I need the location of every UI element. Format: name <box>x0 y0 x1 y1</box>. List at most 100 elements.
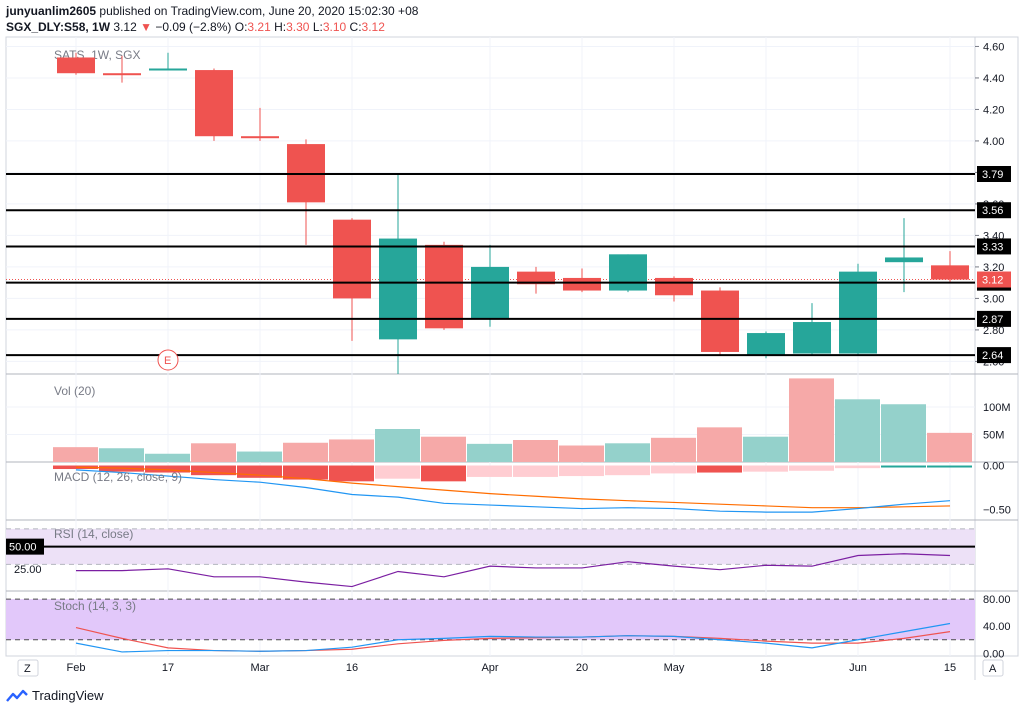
auto-scale-button[interactable] <box>982 659 1004 677</box>
macd-histogram-bar <box>789 465 834 471</box>
level-price-label-bg <box>977 238 1011 255</box>
price-axis-tick-label: 3.20 <box>983 262 1004 274</box>
level-price-label: 2.64 <box>982 350 1003 362</box>
macd-pane-title: MACD (12, 26, close, 9) <box>54 470 182 484</box>
low-label: L: <box>312 20 323 34</box>
volume-bar <box>145 453 190 462</box>
macd-histogram-bar <box>191 465 236 476</box>
macd-histogram-bar <box>513 465 558 477</box>
candle-body <box>747 333 785 356</box>
volume-bar <box>835 399 880 462</box>
level-price-label-bg <box>977 347 1011 364</box>
time-axis-label: 16 <box>346 662 358 674</box>
time-axis-label: 17 <box>162 662 174 674</box>
open-label: O: <box>234 20 248 34</box>
volume-bar <box>789 378 834 462</box>
candle-body <box>149 68 187 71</box>
level-price-label-bg <box>977 202 1011 219</box>
level-price-label: 3.56 <box>982 205 1003 217</box>
auto-scale-button-label: A <box>989 663 997 675</box>
macd-histogram-bar <box>283 465 328 480</box>
candle-body <box>517 271 555 285</box>
volume-bar <box>559 445 604 462</box>
time-axis-label: 18 <box>760 662 772 674</box>
macd-histogram-bar <box>697 465 742 473</box>
macd-histogram-bar <box>835 465 880 469</box>
time-axis-label: Feb <box>67 662 86 674</box>
down-arrow-icon: ▼ <box>140 20 152 34</box>
macd-histogram-bar <box>145 465 190 473</box>
high-label: H: <box>274 20 287 34</box>
volume-bar <box>421 436 466 462</box>
price-axis-tick-label: 4.40 <box>983 73 1004 85</box>
zoom-toggle-button[interactable] <box>17 659 39 677</box>
level-price-label: 3.33 <box>982 241 1003 253</box>
macd-histogram-bar <box>559 465 604 477</box>
macd-signal-line <box>75 466 951 509</box>
level-price-label-bg <box>977 310 1011 327</box>
candle-body <box>931 265 969 280</box>
volume-bar <box>467 443 512 462</box>
volume-bar <box>375 429 420 462</box>
rsi-level-label: 50.00 <box>9 542 37 554</box>
macd-histogram-bar <box>329 465 374 482</box>
macd-axis-tick-label: −0.50 <box>983 504 1011 516</box>
level-price-label: 2.87 <box>982 314 1003 326</box>
candle-body <box>195 70 233 137</box>
volume-bar <box>881 404 926 462</box>
rsi-axis-tick-label: 25.00 <box>14 564 42 576</box>
price-axis-tick-label: 4.20 <box>983 104 1004 116</box>
candle-body <box>333 219 371 299</box>
macd-line <box>75 469 951 513</box>
low-value: 3.10 <box>322 20 347 34</box>
stoch-axis-tick-label: 40.00 <box>983 621 1011 633</box>
stoch-axis-tick-label: 80.00 <box>983 594 1011 606</box>
candle-body <box>57 57 95 74</box>
macd-histogram-bar <box>651 465 696 474</box>
candle-body <box>103 73 141 76</box>
candle-body <box>839 271 877 354</box>
candle-body <box>425 244 463 329</box>
zoom-toggle-button-label: Z <box>24 663 31 675</box>
tradingview-logo-icon <box>6 689 28 702</box>
volume-axis-tick-label: 50M <box>983 430 1004 442</box>
symbol-label: SGX_DLY:S58, 1W <box>6 20 111 34</box>
earnings-marker-label: E <box>164 355 171 367</box>
price-axis-tick-label: 3.00 <box>983 293 1004 305</box>
price-axis-tick-label: 4.60 <box>983 41 1004 53</box>
volume-bar <box>237 451 282 462</box>
time-axis-label: 15 <box>944 662 956 674</box>
macd-histogram-bar <box>375 465 420 479</box>
rsi-line <box>76 553 951 588</box>
time-axis-label: Mar <box>251 662 270 674</box>
volume-pane-title: Vol (20) <box>54 384 95 398</box>
candle-body <box>471 266 509 319</box>
last-price-label-bg <box>977 271 1011 288</box>
candle-body <box>609 254 647 291</box>
tradingview-logo[interactable]: TradingView <box>6 688 104 703</box>
macd-histogram-bar <box>743 465 788 472</box>
volume-axis-tick-label: 100M <box>983 402 1011 414</box>
volume-bar <box>743 436 788 462</box>
level-price-label: 3.79 <box>982 169 1003 181</box>
rsi-pane-title: RSI (14, close) <box>54 527 133 541</box>
candle-body <box>655 277 693 296</box>
close-label: C: <box>349 20 362 34</box>
close-value: 3.12 <box>361 20 385 34</box>
volume-bar <box>927 432 972 462</box>
time-axis-label: 20 <box>576 662 588 674</box>
volume-bar <box>191 443 236 462</box>
volume-bar <box>99 448 144 462</box>
volume-bar <box>329 439 374 462</box>
candle-body <box>563 277 601 291</box>
volume-bar <box>513 440 558 462</box>
level-price-label-bg <box>977 166 1011 183</box>
volume-bar <box>53 447 98 462</box>
volume-bar <box>697 427 742 462</box>
last-price: 3.12 <box>113 20 137 34</box>
time-axis-label: Jun <box>849 662 867 674</box>
author-name[interactable]: junyuanlim2605 <box>6 4 97 18</box>
time-axis-label: May <box>664 662 685 674</box>
publish-info: junyuanlim2605 published on TradingView.… <box>6 4 418 18</box>
